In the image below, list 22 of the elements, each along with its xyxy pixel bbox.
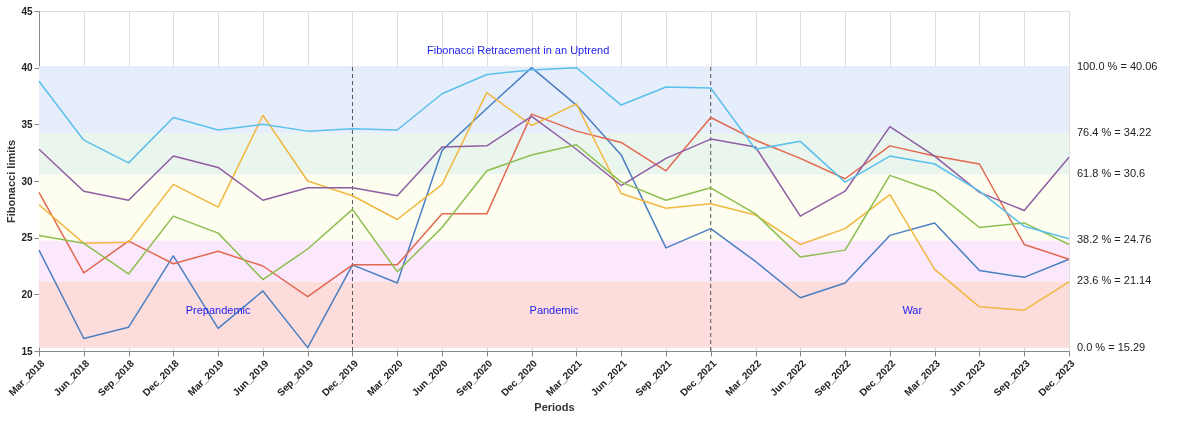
band-label: 61.8 % = 30.6 xyxy=(1077,167,1146,180)
annotation: War xyxy=(902,304,923,317)
line-series xyxy=(38,113,1070,298)
y-tick-label: 35 xyxy=(21,118,33,130)
line-series xyxy=(38,66,1070,240)
y-tick-label: 25 xyxy=(21,232,33,244)
x-axis-title: Periods xyxy=(534,401,575,414)
annotation: Pandemic xyxy=(529,304,579,317)
band-label: 76.4 % = 34.22 xyxy=(1077,126,1152,139)
y-axis-title: Fibonacci limits xyxy=(5,139,18,224)
y-tick-label: 20 xyxy=(21,288,33,300)
line-series xyxy=(38,115,1070,217)
y-tick-label: 30 xyxy=(21,175,33,187)
y-tick-label: 45 xyxy=(21,5,33,17)
band-label: 0.0 % = 15.29 xyxy=(1077,340,1146,353)
line-series xyxy=(38,143,1070,281)
band-label: 38.2 % = 24.76 xyxy=(1077,233,1152,246)
text: Fibonacci Retracement in an Uptrend xyxy=(427,43,610,56)
band-label: 23.6 % = 21.14 xyxy=(1077,274,1152,287)
ref-line-label: 100.0 % = 40.06 xyxy=(1077,59,1158,72)
y-tick-label: 40 xyxy=(21,62,33,74)
y-tick-label: 15 xyxy=(21,345,33,357)
